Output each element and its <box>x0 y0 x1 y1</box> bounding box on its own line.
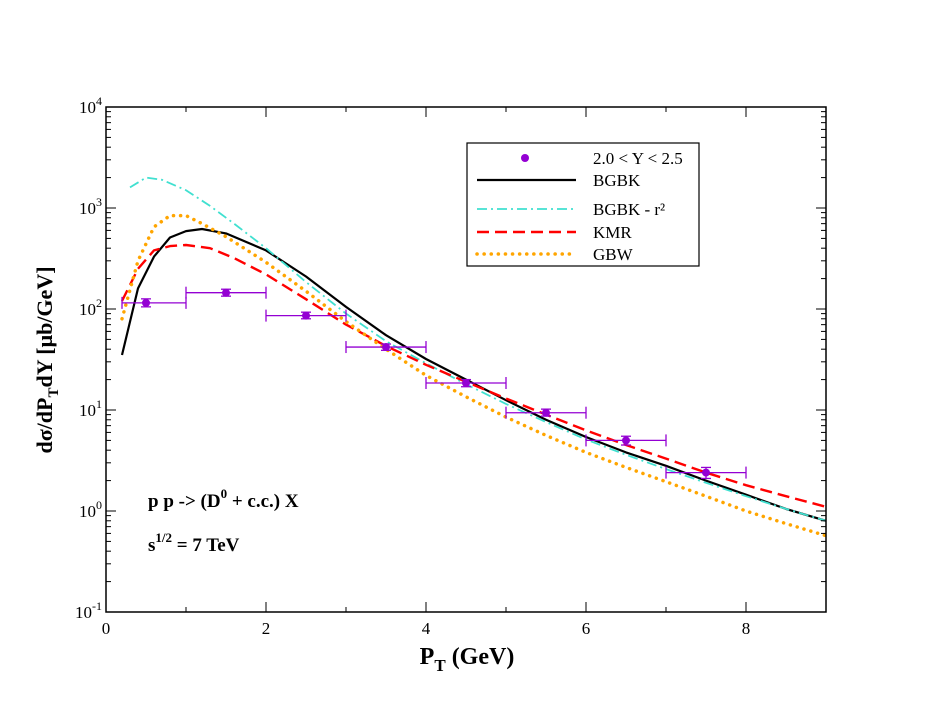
x-tick-label: 6 <box>582 619 591 638</box>
legend-label-data: 2.0 < Y < 2.5 <box>593 149 683 168</box>
data-point-6 <box>585 434 667 447</box>
annotation-energy: s1/2 = 7 TeV <box>148 530 240 556</box>
y-tick-label: 102 <box>79 296 102 319</box>
series-line-2 <box>120 243 827 508</box>
plot-frame <box>105 106 827 613</box>
y-tick-label: 104 <box>79 94 102 117</box>
legend-marker-data <box>521 154 529 162</box>
ticks-group <box>105 106 827 613</box>
data-marker <box>702 468 710 477</box>
x-tick-label: 0 <box>102 619 111 638</box>
series-line-3 <box>120 213 828 538</box>
legend-label-bgbk: BGBK <box>593 171 641 190</box>
y-axis-title: dσ/dPTdY [μb/GeV] <box>32 266 62 453</box>
data-point-1 <box>185 286 267 299</box>
y-tick-label: 101 <box>79 397 102 420</box>
series-line-1 <box>129 176 827 522</box>
series-line-0 <box>120 227 827 522</box>
data-point-7 <box>665 466 747 480</box>
data-marker <box>462 379 470 388</box>
legend-box <box>466 142 700 267</box>
legend: 2.0 < Y < 2.5 BGBK BGBK - r² KMR GBW <box>466 142 700 267</box>
data-marker <box>382 343 390 352</box>
data-point-4 <box>425 377 507 390</box>
x-tick-label: 4 <box>422 619 431 638</box>
data-marker <box>622 436 630 445</box>
legend-label-kmr: KMR <box>593 223 632 242</box>
data-point-3 <box>345 341 427 354</box>
data-marker <box>542 408 550 417</box>
y-tick-label: 10-1 <box>75 599 102 622</box>
x-tick-label: 8 <box>742 619 751 638</box>
legend-label-gbw: GBW <box>593 245 634 264</box>
data-point-0 <box>121 296 187 309</box>
y-tick-label: 100 <box>79 498 102 521</box>
data-marker <box>142 298 150 307</box>
data-points-group <box>121 286 747 480</box>
data-marker <box>302 311 310 320</box>
data-point-5 <box>505 406 587 419</box>
legend-label-bgbk-r2: BGBK - r² <box>593 200 665 219</box>
data-point-2 <box>265 309 347 322</box>
annotation-reaction: p p -> (D0 + c.c.) X <box>148 486 299 512</box>
tick-labels-group: 0 2 4 6 8 10-1 100 101 102 103 104 <box>75 94 750 638</box>
data-marker <box>222 288 230 297</box>
y-tick-label: 103 <box>79 195 102 218</box>
x-tick-label: 2 <box>262 619 271 638</box>
x-axis-title: PT (GeV) <box>420 644 515 675</box>
